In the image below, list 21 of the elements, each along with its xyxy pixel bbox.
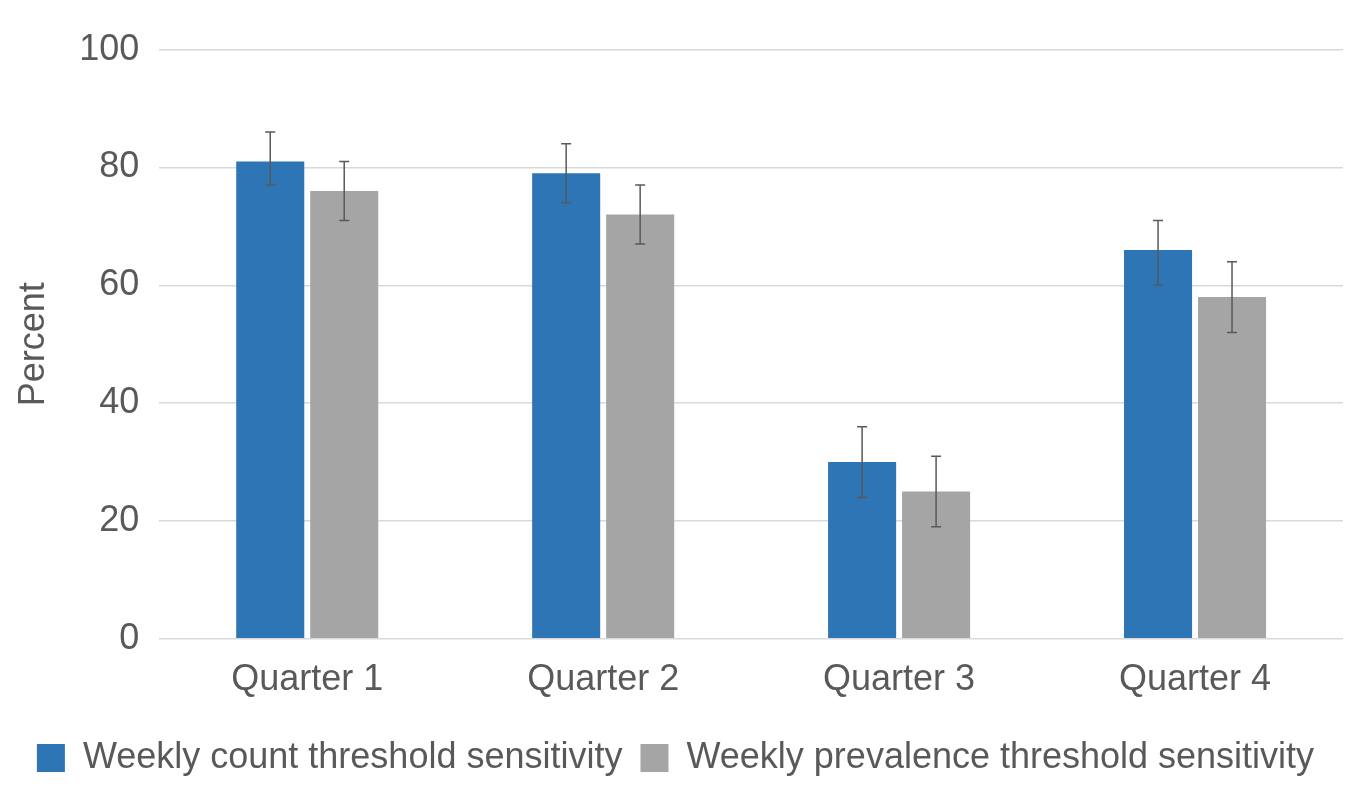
bar (1124, 249, 1193, 639)
legend-label: Weekly prevalence threshold sensitivity (686, 734, 1315, 776)
bar (1197, 297, 1267, 639)
legend-label: Weekly count threshold sensitivity (82, 734, 623, 776)
y-tick-label: 100 (79, 26, 140, 68)
bar (606, 214, 675, 639)
x-tick-label: Quarter 1 (231, 657, 384, 699)
bar (532, 173, 601, 639)
y-tick-label: 40 (99, 380, 140, 422)
bar (902, 491, 971, 639)
x-tick-label: Quarter 2 (527, 657, 680, 699)
x-tick-label: Quarter 3 (823, 657, 976, 699)
y-tick-label: 20 (99, 497, 140, 539)
y-tick-label: 0 (119, 615, 140, 657)
y-tick-label: 80 (99, 144, 140, 186)
bar (236, 161, 305, 639)
y-tick-label: 60 (99, 262, 140, 304)
y-axis-title: Percent (10, 282, 52, 407)
bar (310, 191, 379, 639)
bar (828, 462, 897, 639)
x-tick-label: Quarter 4 (1118, 657, 1272, 699)
